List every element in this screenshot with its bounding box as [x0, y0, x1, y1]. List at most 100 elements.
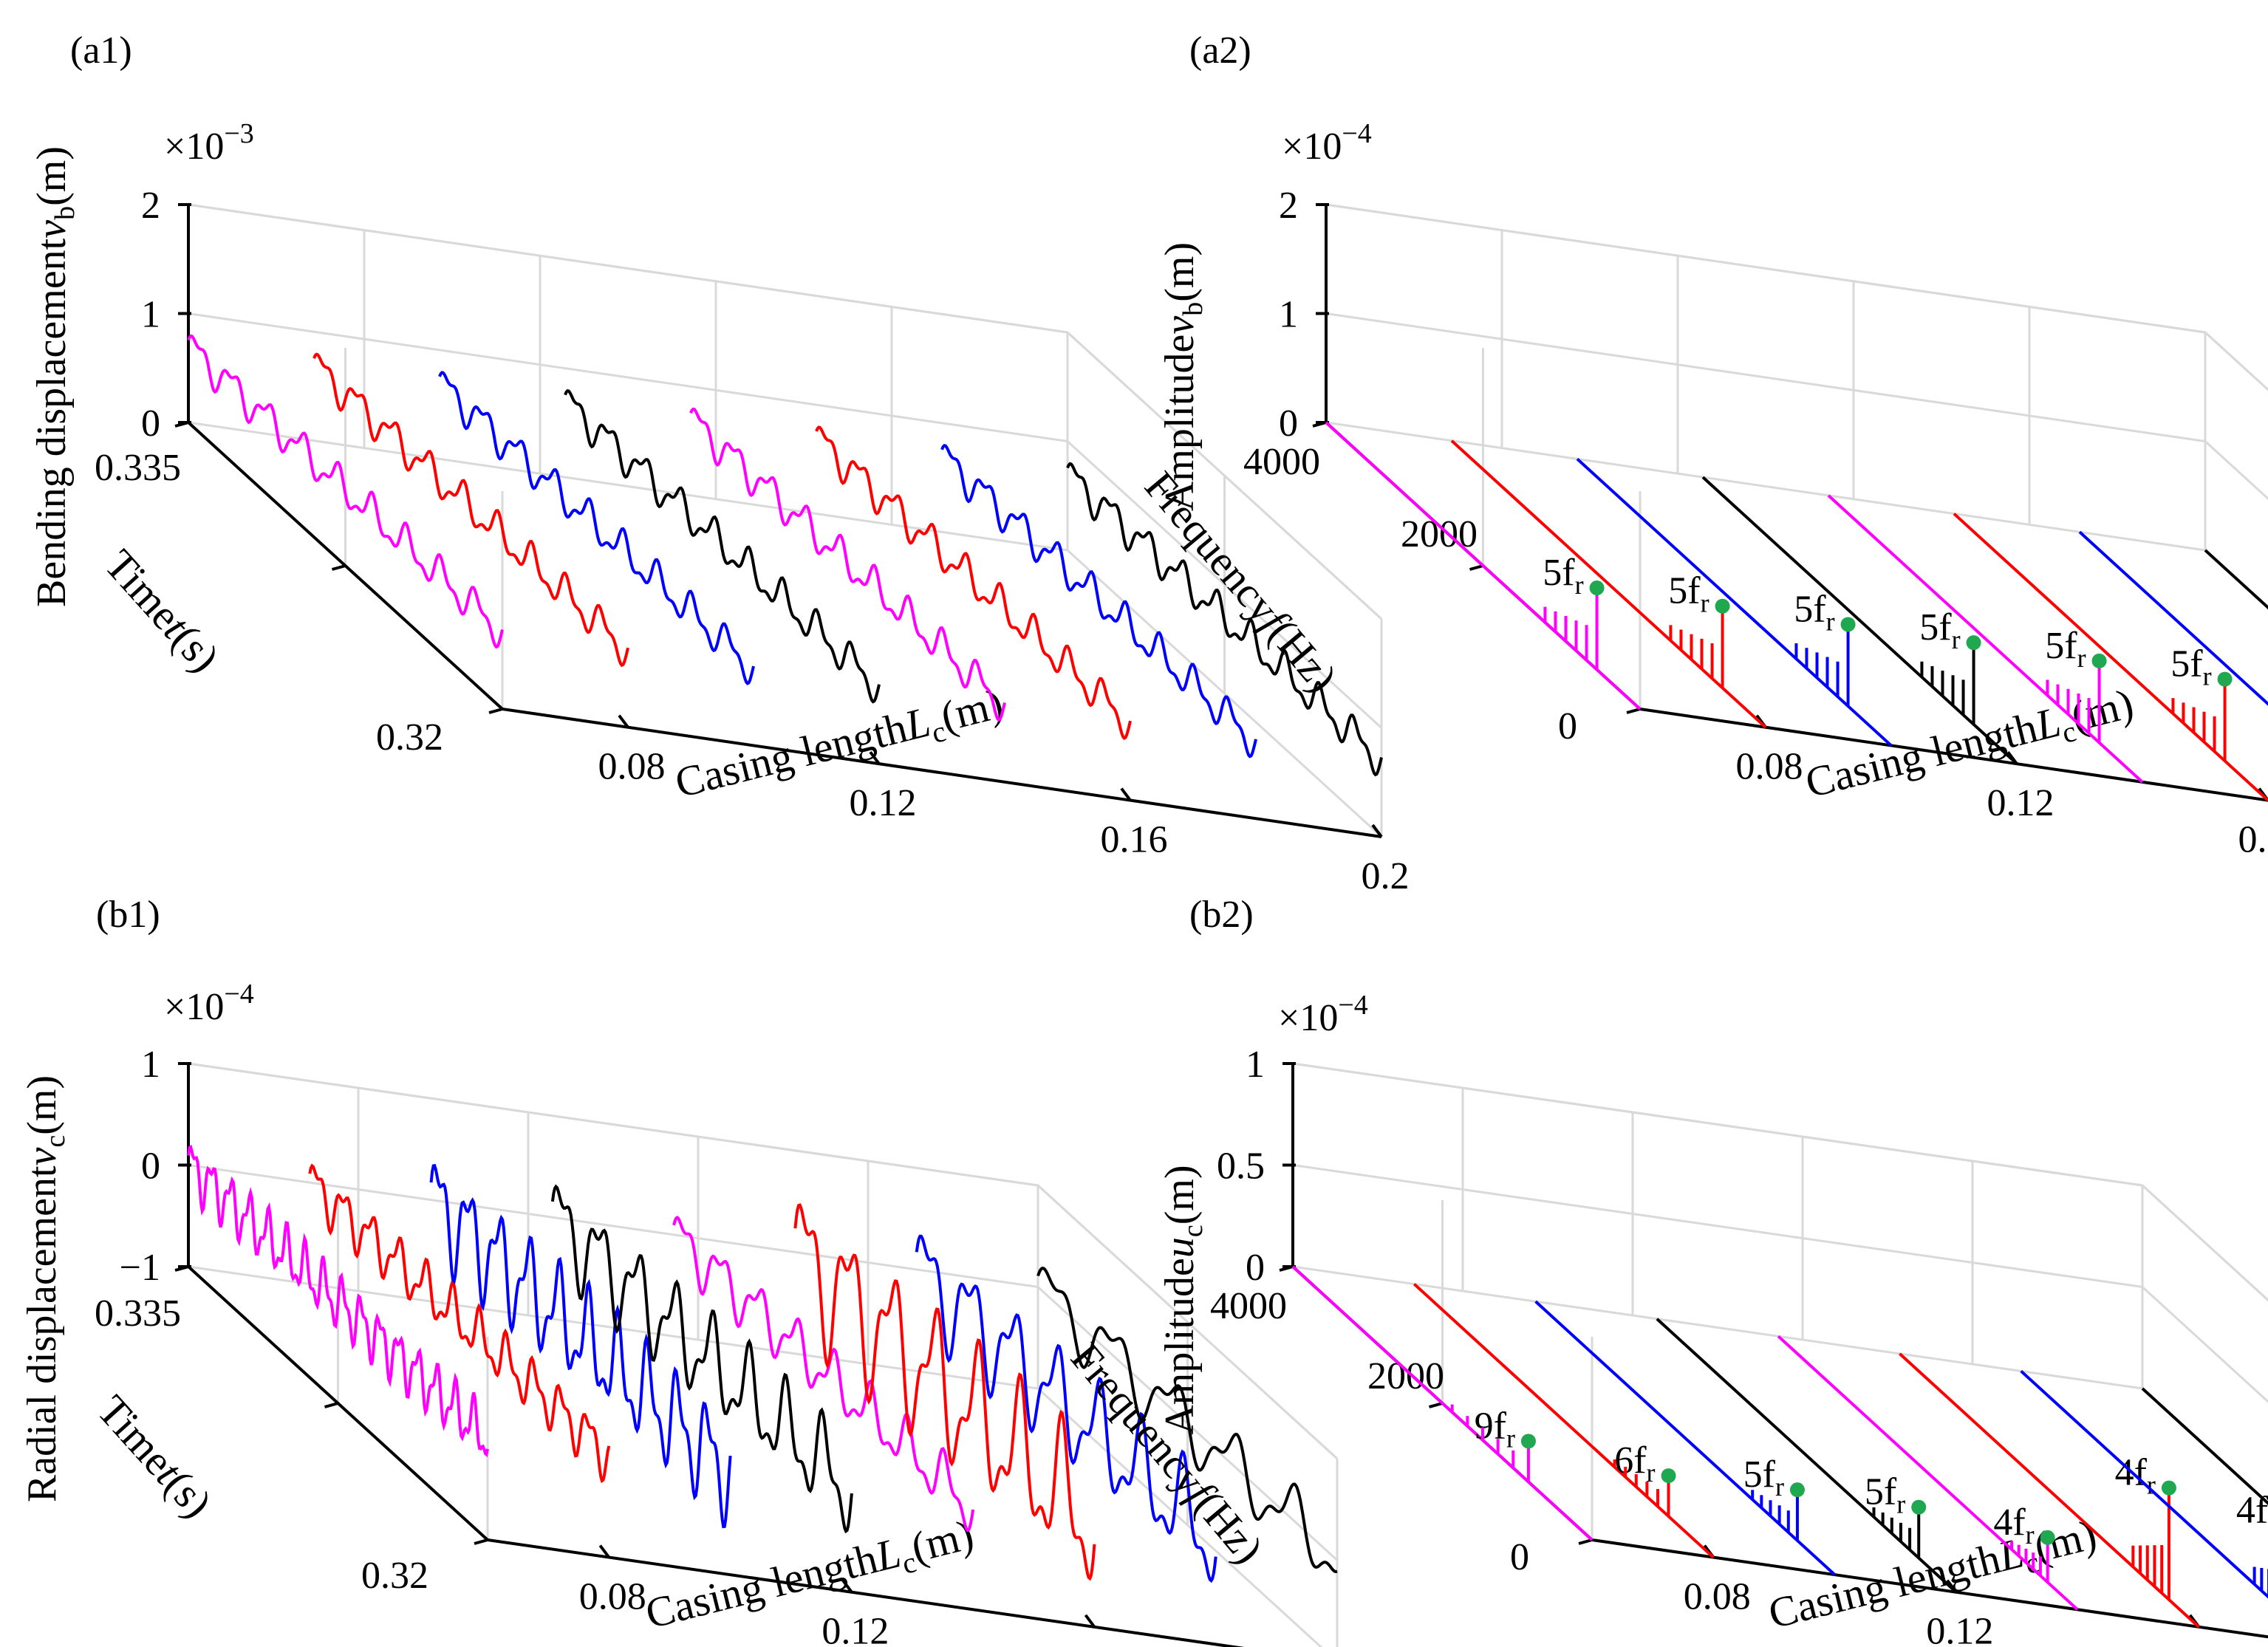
peak-annotation-1: 5fr	[1668, 570, 1709, 618]
z-tick-label: 1	[141, 294, 160, 336]
x-tick-label: 0.16	[1065, 1646, 1132, 1647]
time-tick	[1279, 1265, 1294, 1272]
x-tick	[1084, 1614, 1096, 1629]
grid-line	[2204, 440, 2268, 501]
grid-line	[1325, 421, 2206, 552]
x-axis-label: Casing lengthLc(m)	[670, 679, 1009, 813]
grid-line	[1292, 1265, 2143, 1390]
series-line-6	[915, 1234, 1217, 1583]
peak-marker-1	[1715, 598, 1730, 614]
time-tick	[474, 1538, 488, 1545]
series-baseline-4	[1777, 1335, 2079, 1611]
grid-line	[1066, 549, 1383, 838]
peak-marker-3	[1966, 635, 1981, 651]
series-baseline-1	[1413, 1283, 1715, 1559]
x-tick-label: 0.08	[579, 1576, 646, 1618]
series-line-4	[672, 1216, 975, 1532]
series-baseline-5	[1953, 513, 2268, 802]
series-line-1	[308, 1163, 611, 1484]
x-tick	[618, 714, 629, 728]
z-tick-label: −1	[120, 1247, 160, 1289]
time-tick	[1428, 1402, 1444, 1408]
x-axis-line	[1591, 1538, 2268, 1639]
series-line-7	[1036, 1266, 1338, 1574]
x-axis-line	[487, 1538, 1245, 1647]
x-tick	[598, 1544, 610, 1558]
time-tick	[1626, 708, 1641, 714]
peak-annotation-4: 4fr	[1993, 1502, 2034, 1550]
series-baseline-0	[1291, 1265, 1594, 1541]
series-baseline-6	[2078, 530, 2268, 706]
series-line-3	[550, 1184, 853, 1534]
panel-b2: 00.514000200000.080.120.160.2(b2)×10−4Am…	[1062, 894, 2268, 1647]
z-tick-label: 2	[1279, 185, 1298, 227]
x-axis-line	[502, 708, 1382, 838]
x-tick	[869, 750, 881, 765]
peak-annotation-3: 5fr	[1919, 606, 1960, 654]
peak-marker-3	[1911, 1499, 1927, 1515]
peak-marker-4	[2040, 1530, 2055, 1545]
z-tick-label: 1	[1246, 1044, 1265, 1086]
x-tick-label: 0.12	[822, 1611, 889, 1647]
panel-label: (a1)	[70, 30, 132, 72]
time-tick	[331, 564, 346, 571]
grid-line	[2141, 1286, 2268, 1403]
x-tick	[1371, 824, 1383, 838]
time-axis-label: Timet(s)	[88, 1386, 222, 1527]
z-axis-label: Amplitudevb(m)	[1157, 242, 1209, 511]
peak-annotation-0: 9fr	[1475, 1405, 1515, 1453]
frequency-tick-label: 4000	[1210, 1285, 1287, 1327]
series-baseline-2	[1576, 457, 1893, 747]
grid-line	[2141, 1184, 2268, 1302]
x-tick-label: 0.16	[2238, 819, 2268, 861]
grid-line	[1066, 440, 1383, 729]
z-tick-label: 0	[141, 403, 160, 445]
series-baseline-7	[2141, 1387, 2268, 1506]
series-baseline-2	[1534, 1300, 1836, 1576]
x-tick-label: 0.16	[2169, 1646, 2236, 1647]
grid-top-edge	[1325, 203, 2268, 391]
x-tick-label: 0.08	[1684, 1576, 1751, 1618]
series-line-7	[1066, 462, 1383, 777]
frequency-tick-label: 0	[1558, 705, 1577, 747]
peak-annotation-0: 5fr	[1543, 552, 1583, 600]
peak-annotation-2: 5fr	[1743, 1453, 1784, 1502]
peak-marker-2	[1840, 617, 1856, 632]
peak-annotation-2: 5fr	[1794, 588, 1834, 636]
time-tick-label: 0.335	[95, 1292, 181, 1335]
series-baseline-3	[1656, 1318, 1958, 1594]
z-tick-label: 1	[141, 1044, 160, 1086]
peak-annotation-5: 5fr	[2170, 643, 2211, 691]
panel-label: (a2)	[1189, 30, 1251, 72]
frequency-tick-label: 4000	[1243, 441, 1320, 483]
grid-line	[188, 312, 1068, 442]
z-axis-label: Bending displacementvb(m)	[29, 146, 81, 607]
series-baseline-7	[2204, 549, 2268, 610]
z-axis-label: Amplitudeuc(m)	[1157, 1165, 1209, 1434]
time-tick	[1312, 421, 1327, 428]
series-baseline-6	[2020, 1369, 2268, 1599]
peak-annotation-6: 4fr	[2236, 1490, 2268, 1538]
grid-top-edge	[188, 203, 1383, 620]
grid-line	[188, 421, 1068, 552]
time-tick	[174, 1265, 189, 1272]
time-tick	[174, 421, 189, 428]
x-tick-label: 0.08	[1736, 746, 1803, 788]
z-tick-label: 0	[141, 1146, 160, 1188]
peak-marker-5	[2217, 671, 2233, 687]
z-tick-label: 2	[141, 185, 160, 227]
x-tick	[841, 1579, 853, 1593]
grid-line	[188, 1265, 1039, 1390]
x-tick-label: 0.2	[1362, 855, 1410, 897]
time-tick-label: 0.32	[376, 716, 443, 759]
z-tick-label: 0.5	[1217, 1146, 1265, 1188]
grid-lines	[1325, 203, 2268, 709]
time-tick	[1578, 1538, 1593, 1545]
panel-label: (b1)	[96, 894, 160, 936]
series-baseline-3	[1701, 476, 2018, 765]
z-tick-label: 1	[1279, 294, 1298, 336]
panel-label: (b2)	[1189, 894, 1254, 936]
series-line-3	[564, 388, 881, 704]
frequency-tick-label: 2000	[1367, 1355, 1444, 1397]
